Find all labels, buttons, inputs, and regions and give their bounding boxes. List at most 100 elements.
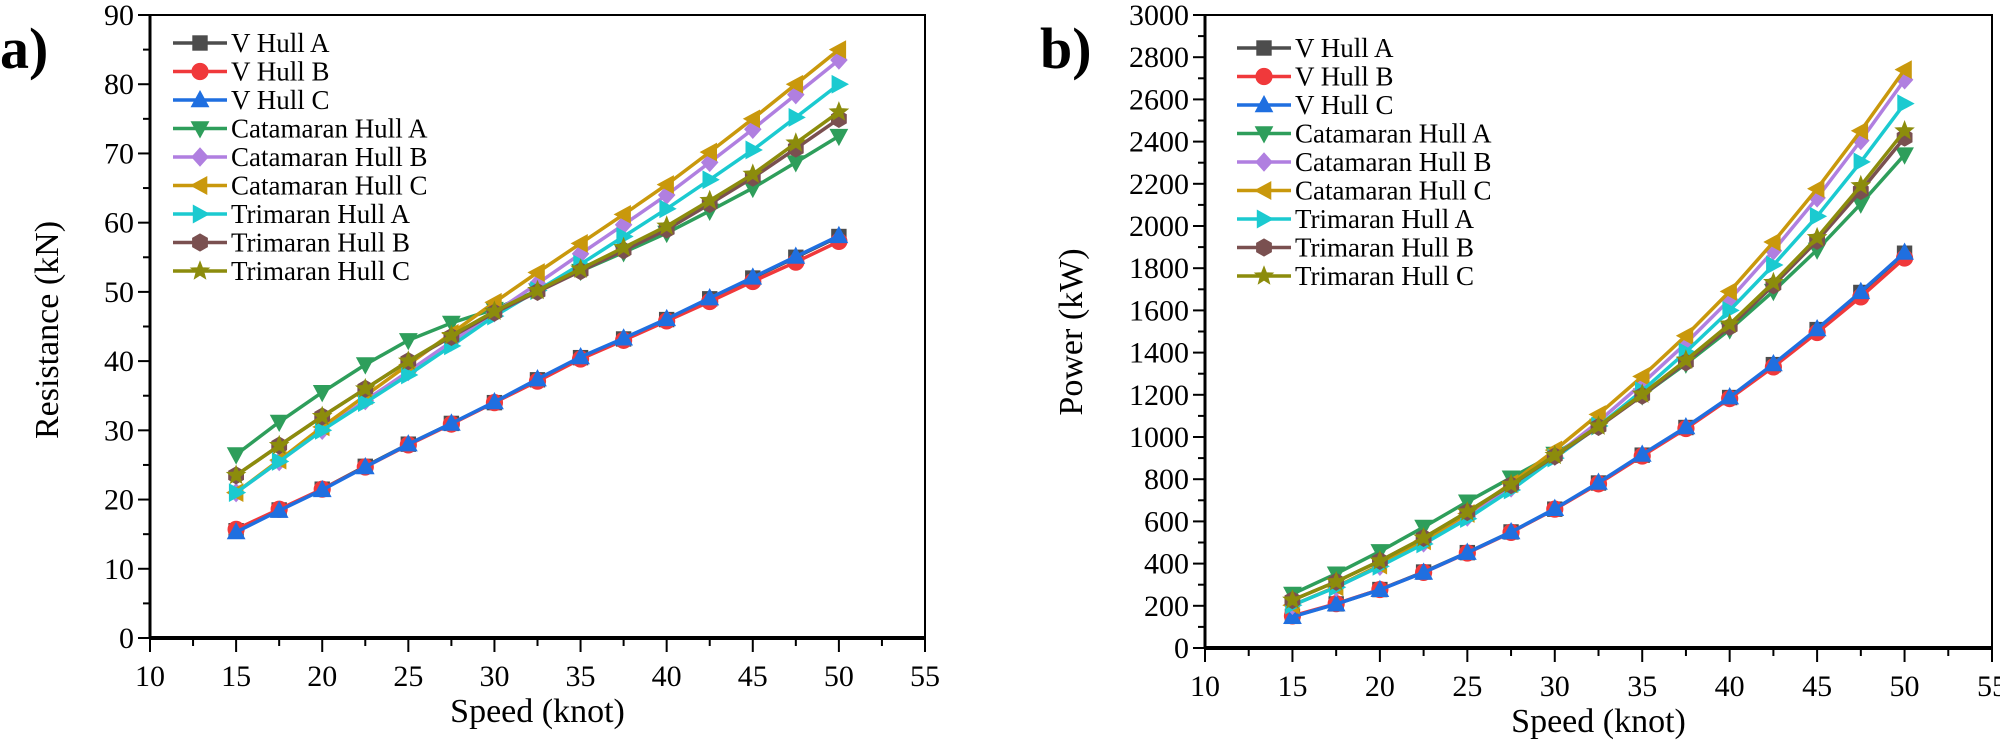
legend-item: Catamaran Hull B (173, 142, 427, 172)
y-tick-label: 1400 (1129, 337, 1189, 370)
data-point (1457, 542, 1477, 560)
data-point (785, 132, 807, 152)
x-tick-label: 30 (479, 660, 509, 693)
legend-label: V Hull B (1295, 62, 1394, 92)
data-point (398, 333, 418, 351)
data-point (397, 350, 419, 370)
x-tick-label: 25 (393, 660, 423, 693)
y-tick-label: 2000 (1129, 210, 1189, 243)
y-tick-label: 90 (104, 0, 134, 32)
x-tick-label: 10 (135, 660, 165, 693)
data-point (355, 456, 375, 475)
legend-label: Catamaran Hull B (231, 142, 427, 172)
legend-marker (1256, 40, 1272, 56)
y-tick-label: 30 (104, 414, 134, 447)
data-point (226, 447, 246, 465)
y-tick-label: 60 (104, 207, 134, 240)
data-point (571, 346, 590, 365)
data-point (1414, 562, 1434, 580)
data-point (570, 258, 591, 278)
legend-label: Trimaran Hull A (1295, 204, 1475, 234)
y-tick-label: 1800 (1129, 252, 1189, 285)
legend-marker (190, 121, 210, 139)
y-tick-label: 50 (104, 276, 134, 309)
data-point (269, 414, 289, 433)
data-point (1763, 232, 1781, 252)
legend-item: Trimaran Hull B (173, 228, 410, 258)
data-point (527, 263, 545, 282)
data-point (355, 377, 376, 398)
legend-label: V Hull A (1295, 33, 1394, 63)
panel-label: a) (0, 16, 48, 81)
series-trimaran-hull-c (225, 101, 850, 485)
y-tick-label: 1600 (1129, 294, 1189, 327)
data-point (745, 140, 763, 160)
legend-marker (1254, 94, 1274, 113)
x-tick-label: 15 (1277, 670, 1307, 703)
data-point (1589, 472, 1608, 490)
x-tick-label: 10 (1190, 670, 1220, 703)
y-tick-label: 2400 (1129, 126, 1189, 159)
legend-marker (192, 233, 208, 252)
y-tick-label: 200 (1144, 590, 1189, 623)
x-tick-label: 45 (1802, 670, 1832, 703)
legend-label: Trimaran Hull B (1295, 233, 1474, 263)
y-tick-label: 1200 (1129, 379, 1189, 412)
legend-label: Trimaran Hull A (231, 199, 411, 229)
data-point (311, 405, 333, 426)
data-point (1632, 444, 1652, 462)
y-tick-label: 80 (104, 68, 134, 101)
data-point (1719, 313, 1741, 333)
legend-item: Catamaran Hull C (1237, 176, 1491, 206)
data-point (226, 522, 246, 540)
data-point (785, 74, 804, 94)
data-point (1806, 226, 1828, 247)
legend-label: Catamaran Hull A (231, 114, 428, 144)
chart-panel-a: a)10 15 20 25 30 35 40 45 50 55010203040506070809… (0, 0, 940, 730)
y-tick-label: 10 (104, 553, 134, 586)
y-tick-label: 3000 (1129, 0, 1189, 32)
data-point (1326, 594, 1346, 612)
legend-marker (189, 176, 208, 195)
data-point (1413, 527, 1434, 547)
series-v-hull-c (1283, 242, 1914, 624)
x-axis-label: Speed (knot) (1511, 703, 1686, 740)
x-tick-label: 35 (1627, 670, 1657, 703)
legend-item: V Hull C (1237, 90, 1394, 120)
legend-marker (191, 62, 209, 81)
data-point (1501, 521, 1521, 540)
legend-item: Catamaran Hull A (1237, 119, 1492, 149)
data-point (699, 189, 720, 210)
legend-marker (1256, 238, 1272, 257)
data-point (268, 434, 290, 455)
data-point (1325, 570, 1347, 591)
y-tick-label: 0 (1174, 632, 1189, 665)
chart-panel-b: b) 10 15 20 25 30 35 40 45 50 55 0 200 400 600 800 1000 1… (1040, 0, 2000, 740)
data-point (358, 393, 376, 413)
x-tick-label: 50 (1890, 670, 1920, 703)
data-point (271, 452, 290, 471)
y-tick-label: 0 (119, 622, 134, 655)
legend-item: V Hull B (1237, 62, 1394, 92)
y-tick-label: 600 (1144, 505, 1189, 538)
legend-label: V Hull C (1295, 90, 1394, 120)
legend-label: Catamaran Hull B (1295, 147, 1491, 177)
data-point (527, 279, 548, 300)
data-point (1895, 242, 1914, 260)
y-tick-label: 2200 (1129, 168, 1189, 201)
data-point (1282, 589, 1303, 609)
data-point (441, 315, 461, 334)
x-tick-label: 45 (738, 660, 768, 693)
legend-item: V Hull C (173, 85, 330, 115)
data-point (1545, 498, 1565, 516)
y-tick-label: 20 (104, 484, 134, 517)
legend-item: Catamaran Hull C (173, 171, 427, 201)
legend-marker (192, 204, 211, 224)
x-tick-label: 55 (1977, 670, 2000, 703)
legend-marker (192, 35, 208, 51)
x-tick-label: 55 (910, 660, 940, 693)
legend-label: Catamaran Hull A (1295, 119, 1492, 149)
data-point (743, 267, 763, 285)
y-tick-label: 70 (104, 137, 134, 170)
